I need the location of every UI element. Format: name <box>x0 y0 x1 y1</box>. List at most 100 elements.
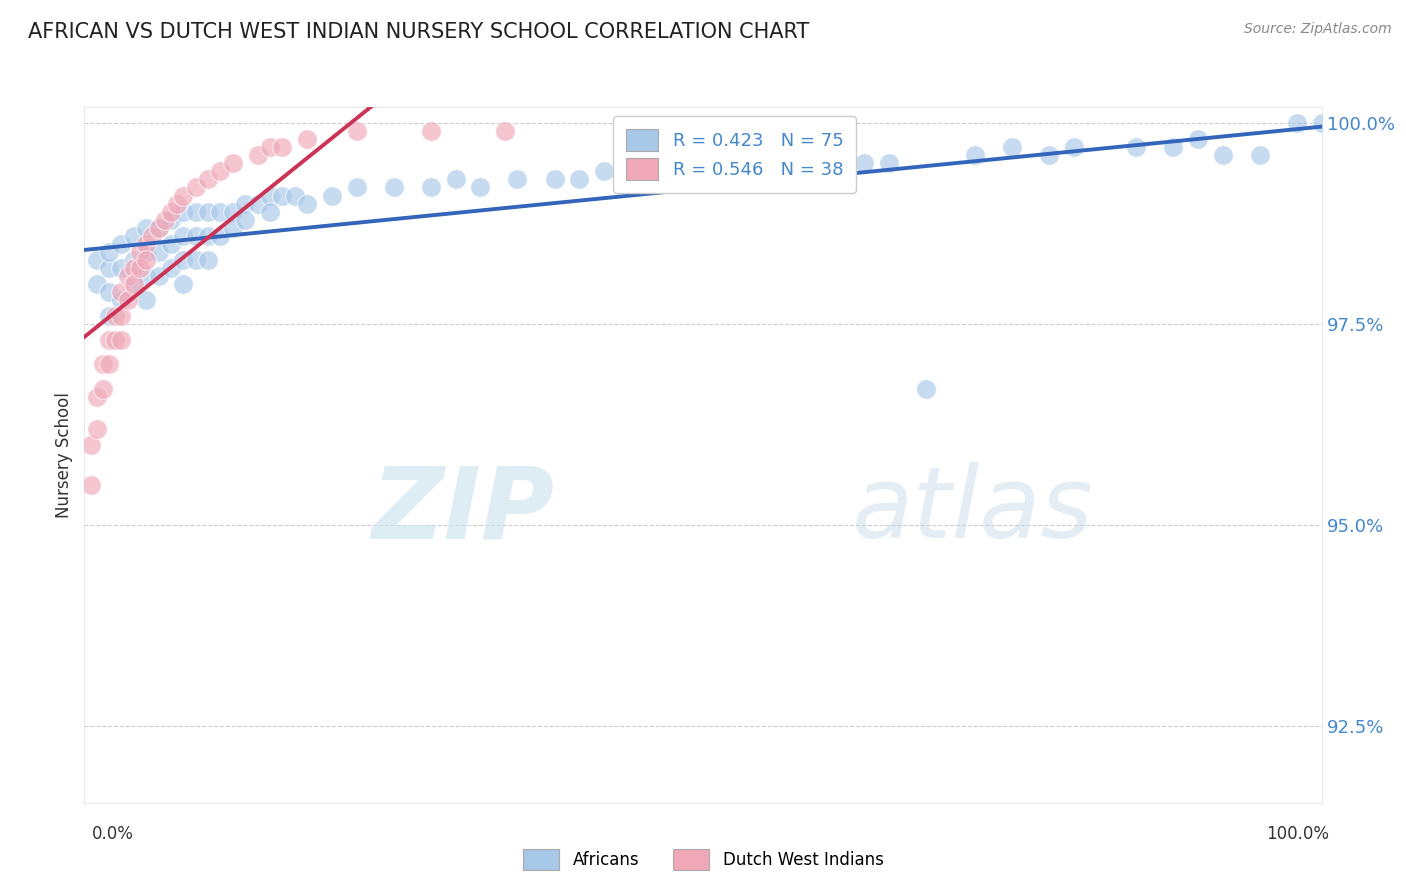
Point <box>117 293 139 307</box>
Point <box>1038 148 1060 162</box>
Point <box>246 196 269 211</box>
Point <box>160 236 183 251</box>
Point <box>135 252 157 267</box>
Point <box>172 277 194 291</box>
Point <box>1125 140 1147 154</box>
Point <box>295 196 318 211</box>
Point <box>1212 148 1234 162</box>
Point <box>630 164 652 178</box>
Point <box>110 293 132 307</box>
Point <box>470 180 492 194</box>
Point <box>172 252 194 267</box>
Point <box>259 204 281 219</box>
Point <box>543 172 565 186</box>
Point <box>110 334 132 348</box>
Point <box>1187 132 1209 146</box>
Point <box>135 268 157 283</box>
Point <box>86 390 108 404</box>
Point <box>346 180 368 194</box>
Text: AFRICAN VS DUTCH WEST INDIAN NURSERY SCHOOL CORRELATION CHART: AFRICAN VS DUTCH WEST INDIAN NURSERY SCH… <box>28 22 810 42</box>
Point <box>1063 140 1085 154</box>
Y-axis label: Nursery School: Nursery School <box>55 392 73 518</box>
Point <box>259 140 281 154</box>
Point <box>222 204 245 219</box>
Point <box>593 164 616 178</box>
Point <box>209 204 232 219</box>
Point <box>259 188 281 202</box>
Point <box>717 164 740 178</box>
Point <box>135 293 157 307</box>
Point <box>1310 116 1333 130</box>
Point <box>79 438 101 452</box>
Point <box>965 148 987 162</box>
Point <box>346 124 368 138</box>
Point <box>382 180 405 194</box>
Point <box>122 252 145 267</box>
Point <box>172 204 194 219</box>
Point <box>135 220 157 235</box>
Point <box>209 164 232 178</box>
Point <box>135 244 157 259</box>
Point <box>122 228 145 243</box>
Point <box>852 156 875 170</box>
Point <box>135 236 157 251</box>
Point <box>86 422 108 436</box>
Point <box>271 188 294 202</box>
Point <box>98 334 121 348</box>
Point <box>98 260 121 275</box>
Text: atlas: atlas <box>852 462 1092 559</box>
Point <box>233 196 256 211</box>
Text: Source: ZipAtlas.com: Source: ZipAtlas.com <box>1244 22 1392 37</box>
Point <box>321 188 343 202</box>
Point <box>153 212 176 227</box>
Point <box>129 244 152 259</box>
Point <box>160 204 183 219</box>
Point <box>494 124 516 138</box>
Point <box>166 196 188 211</box>
Point <box>419 124 441 138</box>
Point <box>110 285 132 299</box>
Point <box>86 277 108 291</box>
Text: 0.0%: 0.0% <box>91 825 134 843</box>
Point <box>754 164 776 178</box>
Point <box>98 285 121 299</box>
Point <box>197 252 219 267</box>
Point <box>295 132 318 146</box>
Point <box>1161 140 1184 154</box>
Point <box>197 172 219 186</box>
Point <box>110 309 132 323</box>
Point <box>184 252 207 267</box>
Point <box>79 478 101 492</box>
Point <box>222 220 245 235</box>
Point <box>419 180 441 194</box>
Point <box>86 252 108 267</box>
Point <box>222 156 245 170</box>
Point <box>184 180 207 194</box>
Point <box>184 204 207 219</box>
Point <box>197 228 219 243</box>
Point <box>246 148 269 162</box>
Point <box>110 260 132 275</box>
Point <box>271 140 294 154</box>
Text: 100.0%: 100.0% <box>1265 825 1329 843</box>
Point <box>790 156 813 170</box>
Point <box>284 188 307 202</box>
Point <box>98 358 121 372</box>
Point <box>1285 116 1308 130</box>
Point <box>172 228 194 243</box>
Point <box>148 220 170 235</box>
Point <box>568 172 591 186</box>
Point <box>197 204 219 219</box>
Point <box>1249 148 1271 162</box>
Point <box>692 164 714 178</box>
Point <box>98 309 121 323</box>
Point <box>815 164 838 178</box>
Point <box>148 268 170 283</box>
Point <box>122 277 145 291</box>
Legend: Africans, Dutch West Indians: Africans, Dutch West Indians <box>515 841 891 878</box>
Point <box>172 188 194 202</box>
Point <box>122 277 145 291</box>
Point <box>98 244 121 259</box>
Point <box>129 260 152 275</box>
Point <box>666 164 689 178</box>
